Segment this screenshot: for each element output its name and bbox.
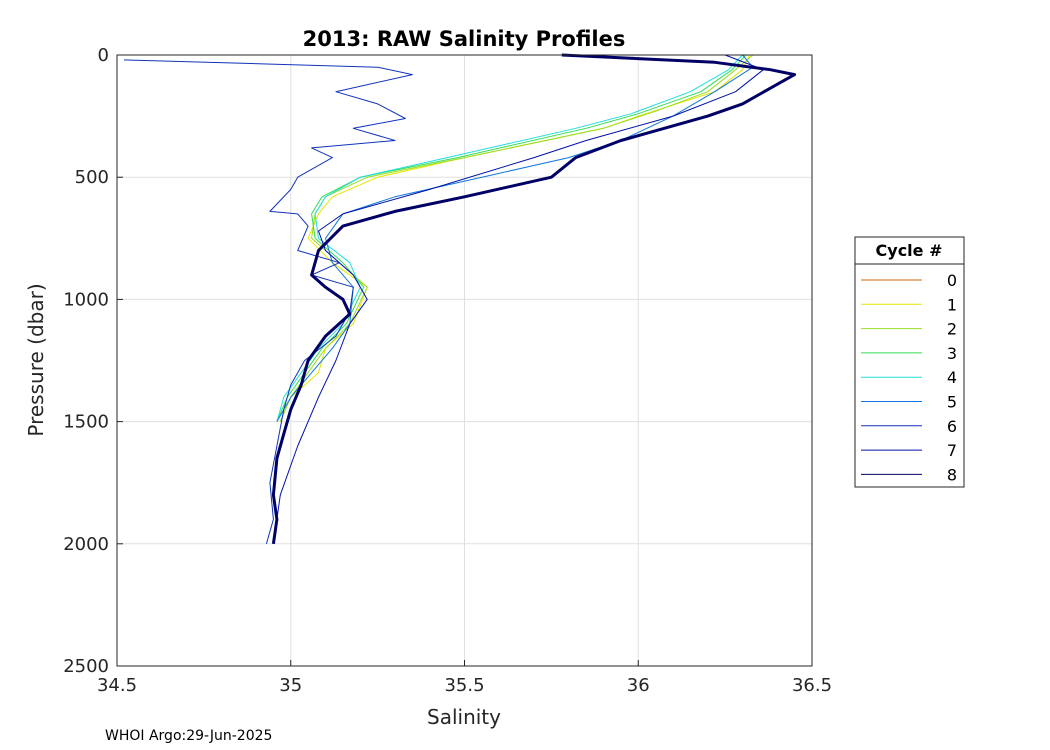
- legend-label-cycle-2: 2: [947, 320, 957, 339]
- legend: Cycle # 0 1 2 3 4 5 6 7 8: [854, 236, 965, 488]
- x-tick-label: 36: [627, 675, 650, 696]
- series-line-cycle-3: [276, 54, 747, 422]
- tick-layer: 34.5 35 35.5 36 36.5 0 500 1000 1500 2000 2500: [63, 45, 832, 696]
- x-axis-label: Salinity: [427, 705, 501, 729]
- legend-title: Cycle #: [876, 241, 943, 260]
- series-line-cycle-8: [271, 53, 797, 545]
- legend-label-cycle-1: 1: [947, 295, 957, 314]
- y-tick-label: 2000: [63, 534, 109, 555]
- x-tick-label: 34.5: [97, 675, 137, 696]
- legend-label-cycle-8: 8: [947, 465, 957, 484]
- legend-label-cycle-0: 0: [947, 271, 957, 290]
- x-tick-label: 35: [279, 675, 302, 696]
- legend-label-cycle-5: 5: [947, 393, 957, 412]
- y-tick-label: 500: [75, 167, 109, 188]
- series-line-cycle-6: [123, 59, 413, 544]
- y-tick-label: 1500: [63, 412, 109, 433]
- legend-entries: 0 1 2 3 4 5 6 7 8: [861, 271, 957, 484]
- series-layer: [123, 53, 797, 545]
- legend-label-cycle-7: 7: [947, 441, 957, 460]
- chart-title: 2013: RAW Salinity Profiles: [303, 27, 626, 51]
- footer-stamp: WHOI Argo:29-Jun-2025: [105, 728, 272, 744]
- y-tick-label: 1000: [63, 289, 109, 310]
- legend-label-cycle-4: 4: [947, 368, 957, 387]
- y-tick-label: 2500: [63, 656, 109, 677]
- legend-label-cycle-3: 3: [947, 344, 957, 363]
- y-tick-label: 0: [98, 45, 109, 66]
- x-tick-label: 36.5: [792, 675, 832, 696]
- y-axis-label: Pressure (dbar): [24, 283, 48, 436]
- series-line-cycle-7: [272, 54, 764, 544]
- x-tick-label: 35.5: [444, 675, 484, 696]
- legend-label-cycle-6: 6: [947, 417, 957, 436]
- legend-box: [854, 236, 965, 488]
